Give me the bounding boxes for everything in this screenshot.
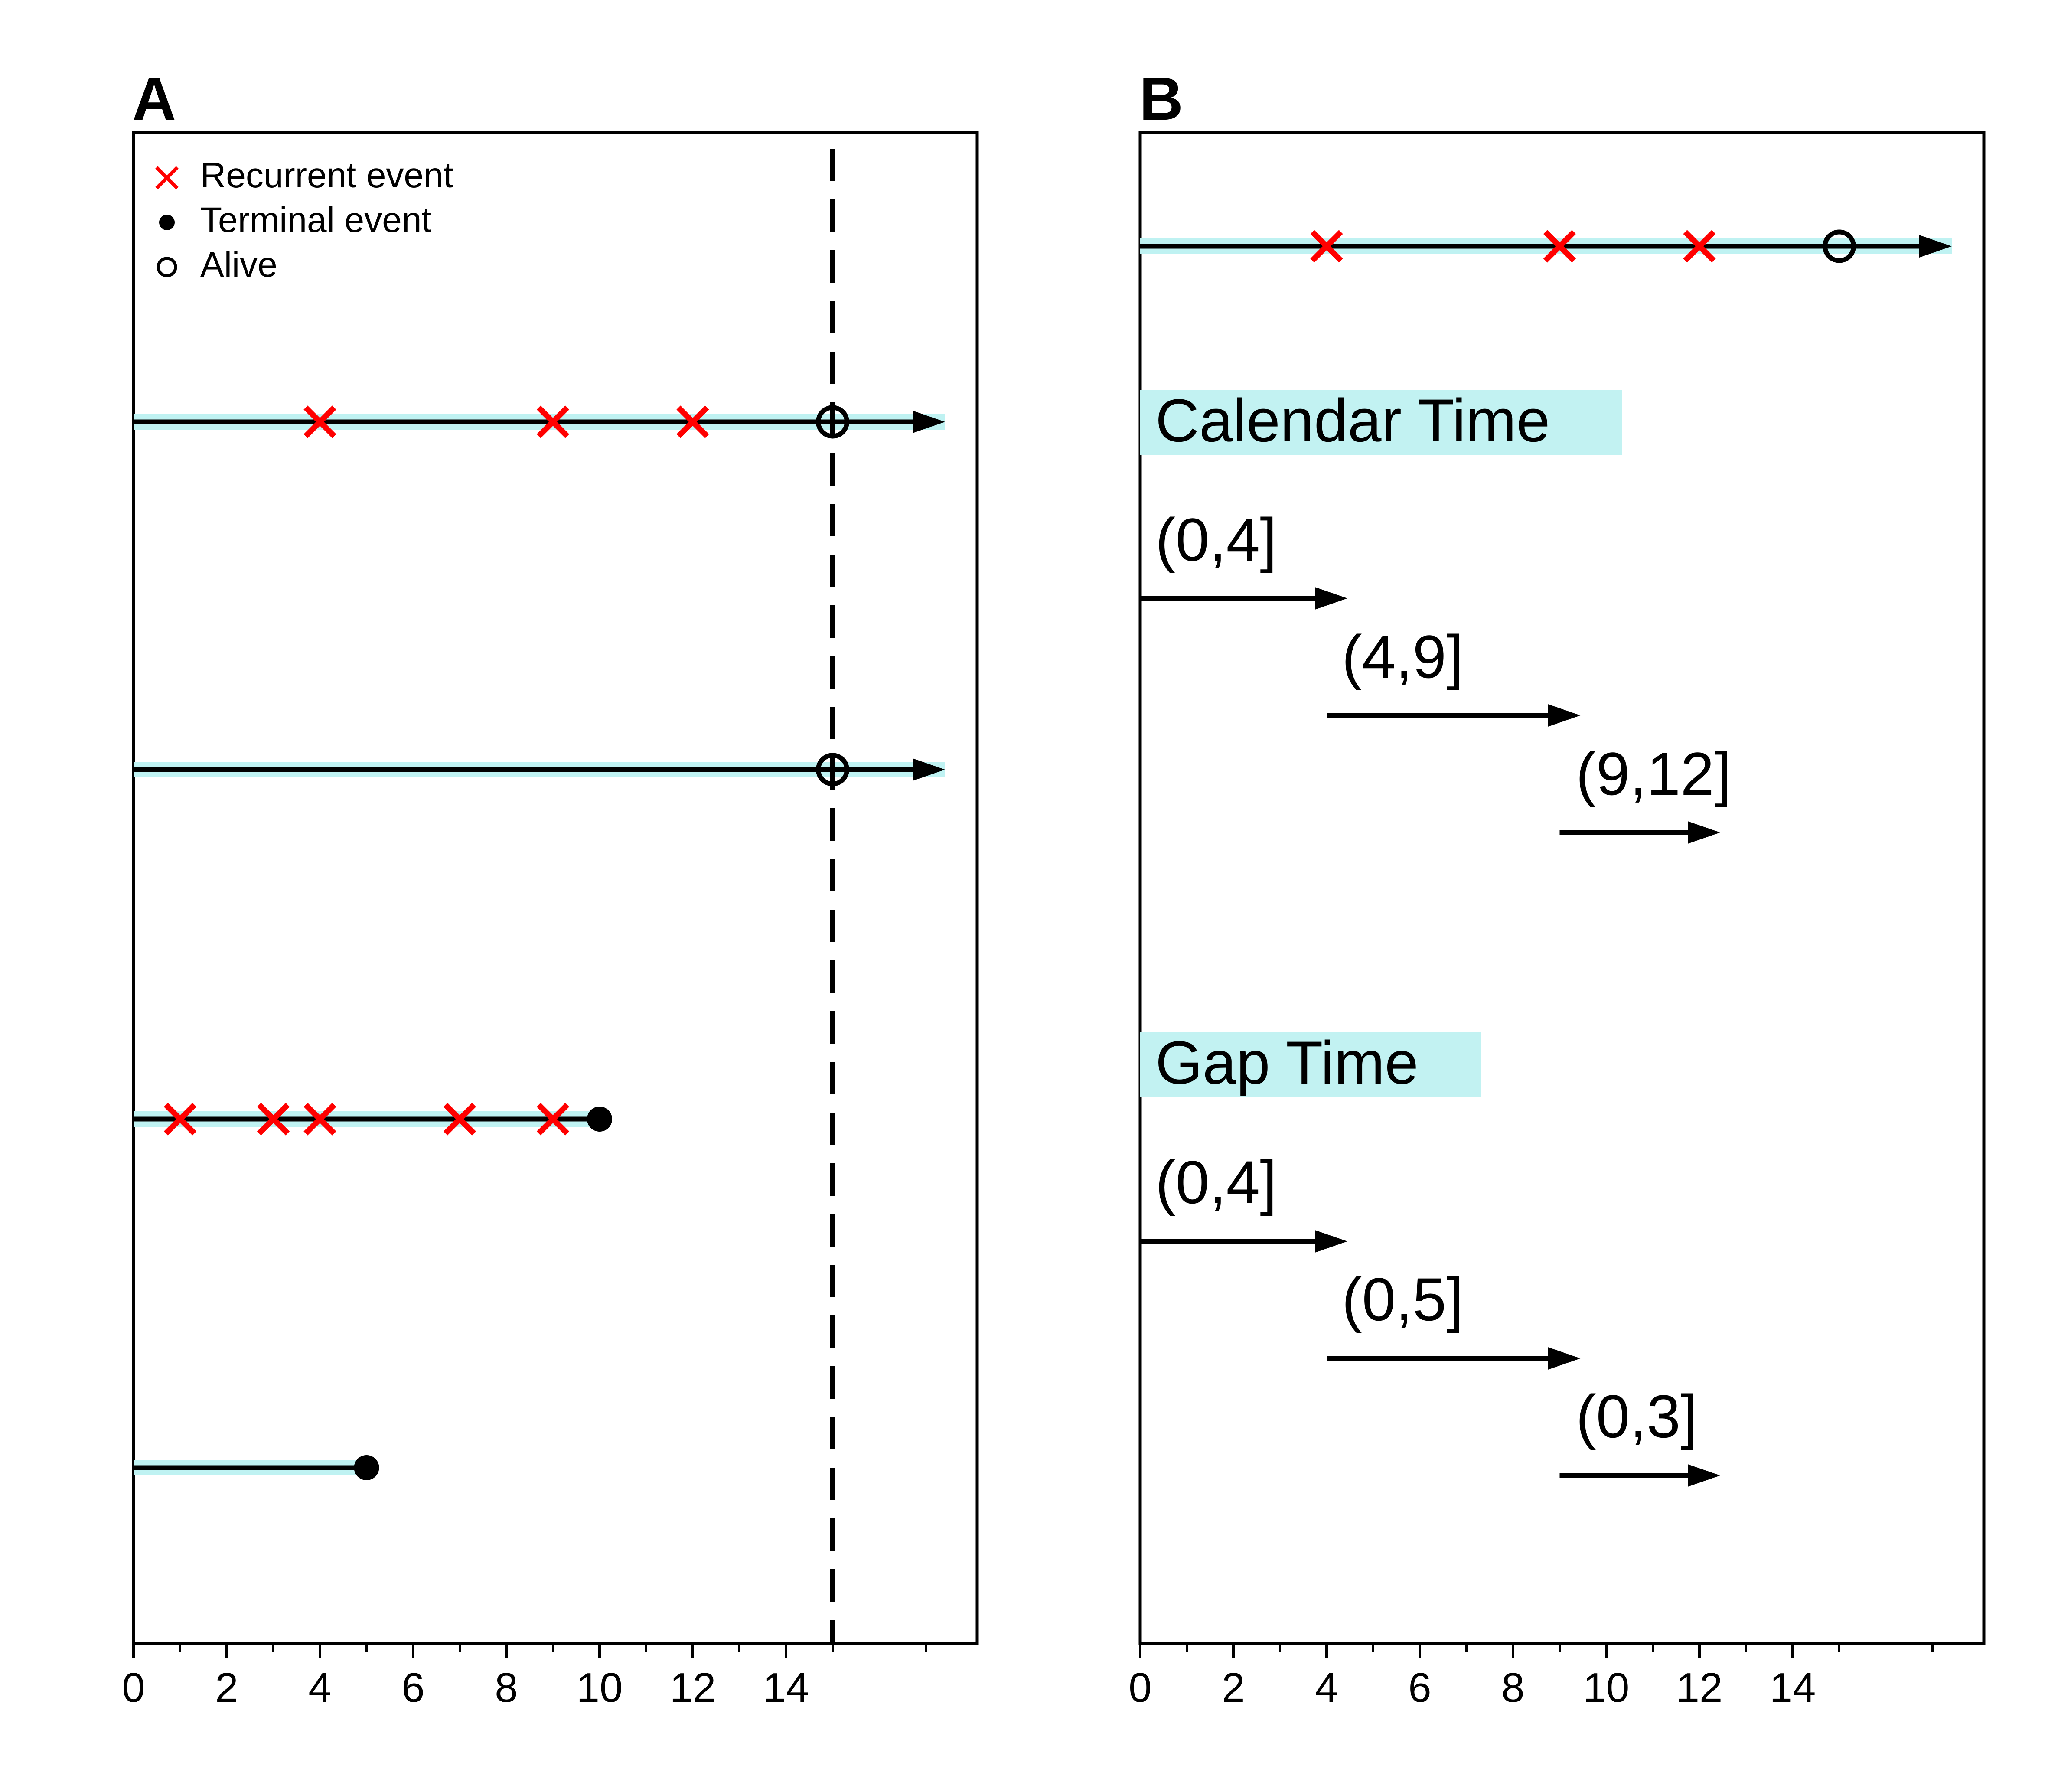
recurrent-event-marker-stroke: [1310, 230, 1343, 263]
recurrent-event-marker-stroke: [303, 1103, 336, 1136]
x-tick-label: 14: [763, 1665, 809, 1711]
recurrent-event-marker-stroke: [303, 405, 336, 438]
recurrent-event-marker: [536, 405, 570, 438]
x-tick-label: 8: [1501, 1665, 1524, 1711]
interval-arrowhead: [1315, 1230, 1347, 1253]
recurrent-event-marker: [443, 1103, 476, 1136]
follow-up-arrowhead: [1919, 235, 1952, 258]
recurrent-event-marker: [1543, 230, 1576, 263]
interval-arrowhead: [1315, 587, 1347, 610]
x-tick-label: 0: [122, 1665, 145, 1711]
calendar-interval-arrows: [1140, 587, 1720, 844]
panel-a-x-axis: 0 2 4 6 8 10 12 14: [122, 1642, 972, 1711]
recurrent-event-marker-stroke: [1543, 230, 1576, 263]
recurrent-event-marker: [163, 1103, 197, 1136]
legend-alive-label: Alive: [200, 245, 277, 284]
panel-b-label: B: [1139, 65, 1183, 133]
interval-arrowhead: [1688, 1464, 1720, 1487]
legend-cross-symbol-stroke: [155, 166, 179, 189]
legend-recurrent-label: Recurrent event: [200, 156, 453, 195]
panel-a-follow-up-lines: [134, 411, 945, 1470]
panel-a-label: A: [132, 65, 176, 133]
x-tick-label: 4: [1315, 1665, 1338, 1711]
recurrent-event-marker: [1683, 230, 1716, 263]
gap-interval-label: (0,3]: [1576, 1382, 1697, 1450]
recurrent-event-marker: [303, 1103, 336, 1136]
calendar-time-title-bg: [1140, 390, 1622, 455]
panel-a-event-markers: [163, 405, 849, 1480]
legend-terminal-label: Terminal event: [200, 200, 431, 240]
terminal-event-marker: [354, 1455, 379, 1480]
terminal-event-marker: [587, 1107, 612, 1132]
x-tick-label: 8: [495, 1665, 518, 1711]
panel-b-x-axis: 0 2 4 6 8 10 12 14: [1128, 1642, 1979, 1711]
legend-alive-symbol: [157, 257, 177, 277]
panel-b: B 0 2 4 6 8 10 12 14 Calendar Time (0,4] (4,9] …: [1128, 65, 1986, 1711]
alive-marker: [816, 405, 849, 439]
recurrent-event-marker-stroke: [676, 405, 709, 438]
recurrent-event-marker: [676, 405, 709, 438]
legend-cross-symbol: [155, 166, 179, 189]
x-tick-label: 6: [401, 1665, 424, 1711]
gap-interval-label: (0,4]: [1155, 1148, 1277, 1216]
panel-a: A 0 2 4 6 8 10 12 14 Recurrent event Terminal e…: [122, 65, 979, 1711]
legend-circle-symbol: [157, 257, 177, 277]
gap-time-title-bg: [1140, 1032, 1481, 1097]
calendar-time-section: Calendar Time (0,4] (4,9] (9,12]: [1140, 386, 1731, 844]
follow-up-arrowhead: [913, 758, 945, 781]
recurrent-event-marker: [303, 405, 336, 438]
calendar-time-title: Calendar Time: [1155, 386, 1550, 454]
recurrent-event-marker-stroke: [536, 1103, 570, 1136]
interval-arrowhead: [1548, 704, 1581, 727]
x-tick-label: 2: [1222, 1665, 1245, 1711]
recurrent-event-marker-stroke: [443, 1103, 476, 1136]
alive-marker: [1823, 229, 1856, 263]
gap-interval-arrows: [1140, 1230, 1720, 1487]
legend-terminal-symbol: [159, 215, 175, 230]
interval-arrowhead: [1688, 821, 1720, 844]
recurrent-event-marker-stroke: [163, 1103, 197, 1136]
panel-b-subject-line: [1140, 229, 1952, 263]
x-tick-label: 12: [1676, 1665, 1723, 1711]
gap-time-section: Gap Time (0,4] (0,5] (0,3]: [1140, 1028, 1720, 1487]
x-tick-label: 4: [308, 1665, 331, 1711]
x-tick-label: 10: [577, 1665, 623, 1711]
gap-time-title: Gap Time: [1155, 1028, 1419, 1097]
recurrent-event-marker: [1310, 230, 1343, 263]
legend-dot-symbol: [159, 215, 175, 230]
x-tick-label: 14: [1770, 1665, 1816, 1711]
x-tick-label: 10: [1583, 1665, 1630, 1711]
calendar-interval-label: (0,4]: [1155, 506, 1277, 574]
recurrent-event-marker-stroke: [1683, 230, 1716, 263]
gap-interval-label: (0,5]: [1342, 1265, 1463, 1333]
recurrent-event-marker-stroke: [536, 405, 570, 438]
recurrent-event-marker: [536, 1103, 570, 1136]
recurrent-event-marker-stroke: [257, 1103, 290, 1136]
x-tick-label: 12: [670, 1665, 716, 1711]
legend: Recurrent event Terminal event Alive: [155, 156, 453, 284]
legend-recurrent-symbol: [155, 166, 179, 189]
x-tick-label: 2: [215, 1665, 238, 1711]
panel-a-bands: [134, 414, 945, 1475]
calendar-interval-label: (4,9]: [1342, 623, 1463, 691]
alive-marker: [816, 753, 849, 787]
recurrent-event-marker: [257, 1103, 290, 1136]
follow-up-arrowhead: [913, 411, 945, 433]
panel-b-frame: [1138, 131, 1986, 1645]
panel-a-frame: [132, 131, 979, 1645]
calendar-interval-label: (9,12]: [1576, 740, 1731, 808]
x-tick-label: 0: [1128, 1665, 1151, 1711]
interval-arrowhead: [1548, 1347, 1581, 1370]
x-tick-label: 6: [1408, 1665, 1431, 1711]
